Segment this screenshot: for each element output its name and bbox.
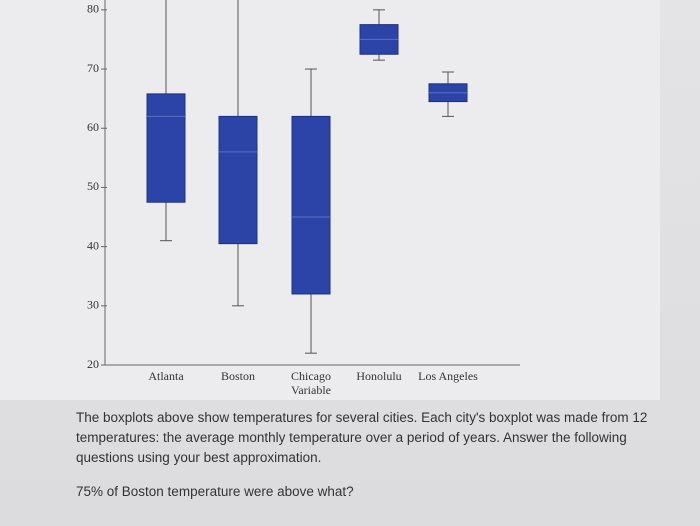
x-tick-label: Honolulu [356,369,401,383]
y-tick-label: 80 [87,2,99,16]
y-tick-label: 50 [87,179,99,193]
y-tick-label: 60 [87,120,99,134]
y-tick-label: 20 [87,357,99,371]
x-tick-label: Atlanta [148,369,184,383]
x-tick-label: Chicago [291,369,331,383]
x-tick-label: Los Angeles [418,369,478,383]
x-axis-label: Variable [291,383,331,397]
box [146,93,186,203]
box [218,115,258,245]
instructions: The boxplots above show temperatures for… [76,410,648,465]
box [291,115,331,295]
question: The boxplots above show temperatures for… [76,408,656,516]
y-tick-label: 40 [87,238,99,252]
chart: Variable 20 30 40 50 60 70 80 Atlanta Boston Chic… [0,0,660,400]
x-tick-label: Boston [221,369,255,383]
y-tick-label: 70 [87,61,99,75]
prompt: 75% of Boston temperature were above wha… [76,484,354,499]
y-tick-label: 30 [87,298,99,312]
